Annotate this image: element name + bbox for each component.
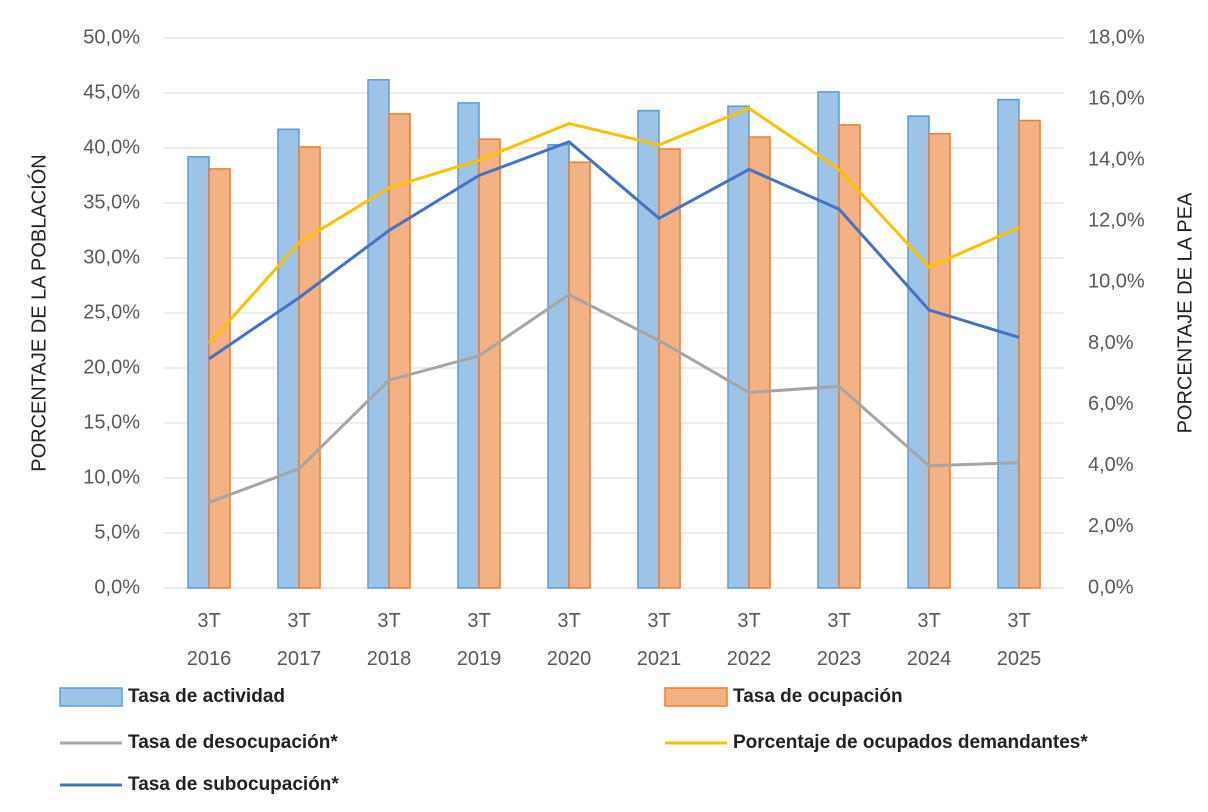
x-tick-label: 3T 2016 [187,610,232,670]
x-tick-line: 3T [647,610,670,632]
x-tick-label: 3T 2024 [907,610,952,670]
line-series [208,292,1020,504]
bar [658,148,681,589]
x-tick-line: 2016 [187,648,232,670]
y-tick-label: 5,0% [94,521,140,543]
bar [928,132,951,589]
x-tick-label: 3T 2022 [727,610,772,670]
legend-label: Tasa de actividad [128,686,285,707]
line-series [207,106,1020,345]
x-tick-label: 3T 2020 [547,610,592,670]
legend-label: Tasa de ocupación [733,686,903,707]
y2-tick-label: 16,0% [1088,87,1145,109]
bar [748,136,771,589]
x-tick-line: 3T [197,610,220,632]
x-tick-line: 2020 [547,648,592,670]
bar [187,156,210,589]
x-tick-label: 3T 2019 [457,610,502,670]
y2-tick-label: 14,0% [1088,149,1145,171]
bar [478,138,501,589]
x-tick-line: 3T [377,610,400,632]
y-tick-label: 45,0% [83,81,140,103]
y-axis-title: PORCENTAJE DE LA POBLACIÓN [27,154,50,472]
x-tick-label: 3T 2018 [367,610,412,670]
x-tick-line: 3T [917,610,940,632]
legend-label: Tasa de desocupación* [128,732,338,753]
x-tick-line: 3T [287,610,310,632]
legend-label: Tasa de subocupación* [128,774,339,795]
x-tick-line: 2024 [907,648,952,670]
x-tick-label: 3T 2017 [277,610,322,670]
bar [457,102,480,589]
y2-tick-label: 2,0% [1088,515,1134,537]
y-tick-label: 15,0% [83,411,140,433]
x-tick-line: 3T [1007,610,1030,632]
bar [838,124,861,589]
y-tick-label: 35,0% [83,191,140,213]
y2-tick-label: 8,0% [1088,332,1134,354]
legend-label: Porcentaje de ocupados demandantes* [733,732,1088,753]
bar [568,161,591,589]
y2-tick-label: 10,0% [1088,271,1145,293]
bar [547,143,570,589]
x-tick-line: 2017 [277,648,322,670]
bar [208,168,231,589]
bar [298,146,321,589]
x-tick-line: 2023 [817,648,862,670]
bar [1018,119,1041,589]
y-tick-label: 25,0% [83,301,140,323]
bar [997,98,1020,589]
y2-tick-label: 4,0% [1088,454,1134,476]
y-tick-label: 10,0% [83,466,140,488]
y-tick-label: 0,0% [94,576,140,598]
x-tick-label: 3T 2021 [637,610,682,670]
y2-tick-label: 6,0% [1088,393,1134,415]
bar [907,115,930,589]
x-tick-line: 2022 [727,648,772,670]
x-tick-line: 2019 [457,648,502,670]
y2-tick-label: 0,0% [1088,576,1134,598]
legend-swatch [59,687,123,707]
x-tick-line: 2021 [637,648,682,670]
x-tick-label: 3T 2023 [817,610,862,670]
x-tick-line: 3T [557,610,580,632]
bar [388,113,411,589]
bar [367,79,390,589]
y2-axis-title: PORCENTAJE DE LA PEA [1174,192,1196,433]
x-tick-line: 2025 [997,648,1042,670]
x-tick-line: 3T [737,610,760,632]
bar [277,128,300,589]
y-tick-label: 50,0% [83,26,140,48]
bar [637,109,660,589]
x-tick-label: 3T 2025 [997,610,1042,670]
x-tick-line: 3T [827,610,850,632]
y-tick-label: 40,0% [83,136,140,158]
y-tick-label: 20,0% [83,356,140,378]
line-series [208,140,1020,361]
y2-tick-label: 18,0% [1088,26,1145,48]
y2-tick-label: 12,0% [1088,210,1145,232]
x-tick-line: 3T [467,610,490,632]
legend-swatch [664,687,728,707]
x-tick-line: 2018 [367,648,412,670]
y-tick-label: 30,0% [83,246,140,268]
